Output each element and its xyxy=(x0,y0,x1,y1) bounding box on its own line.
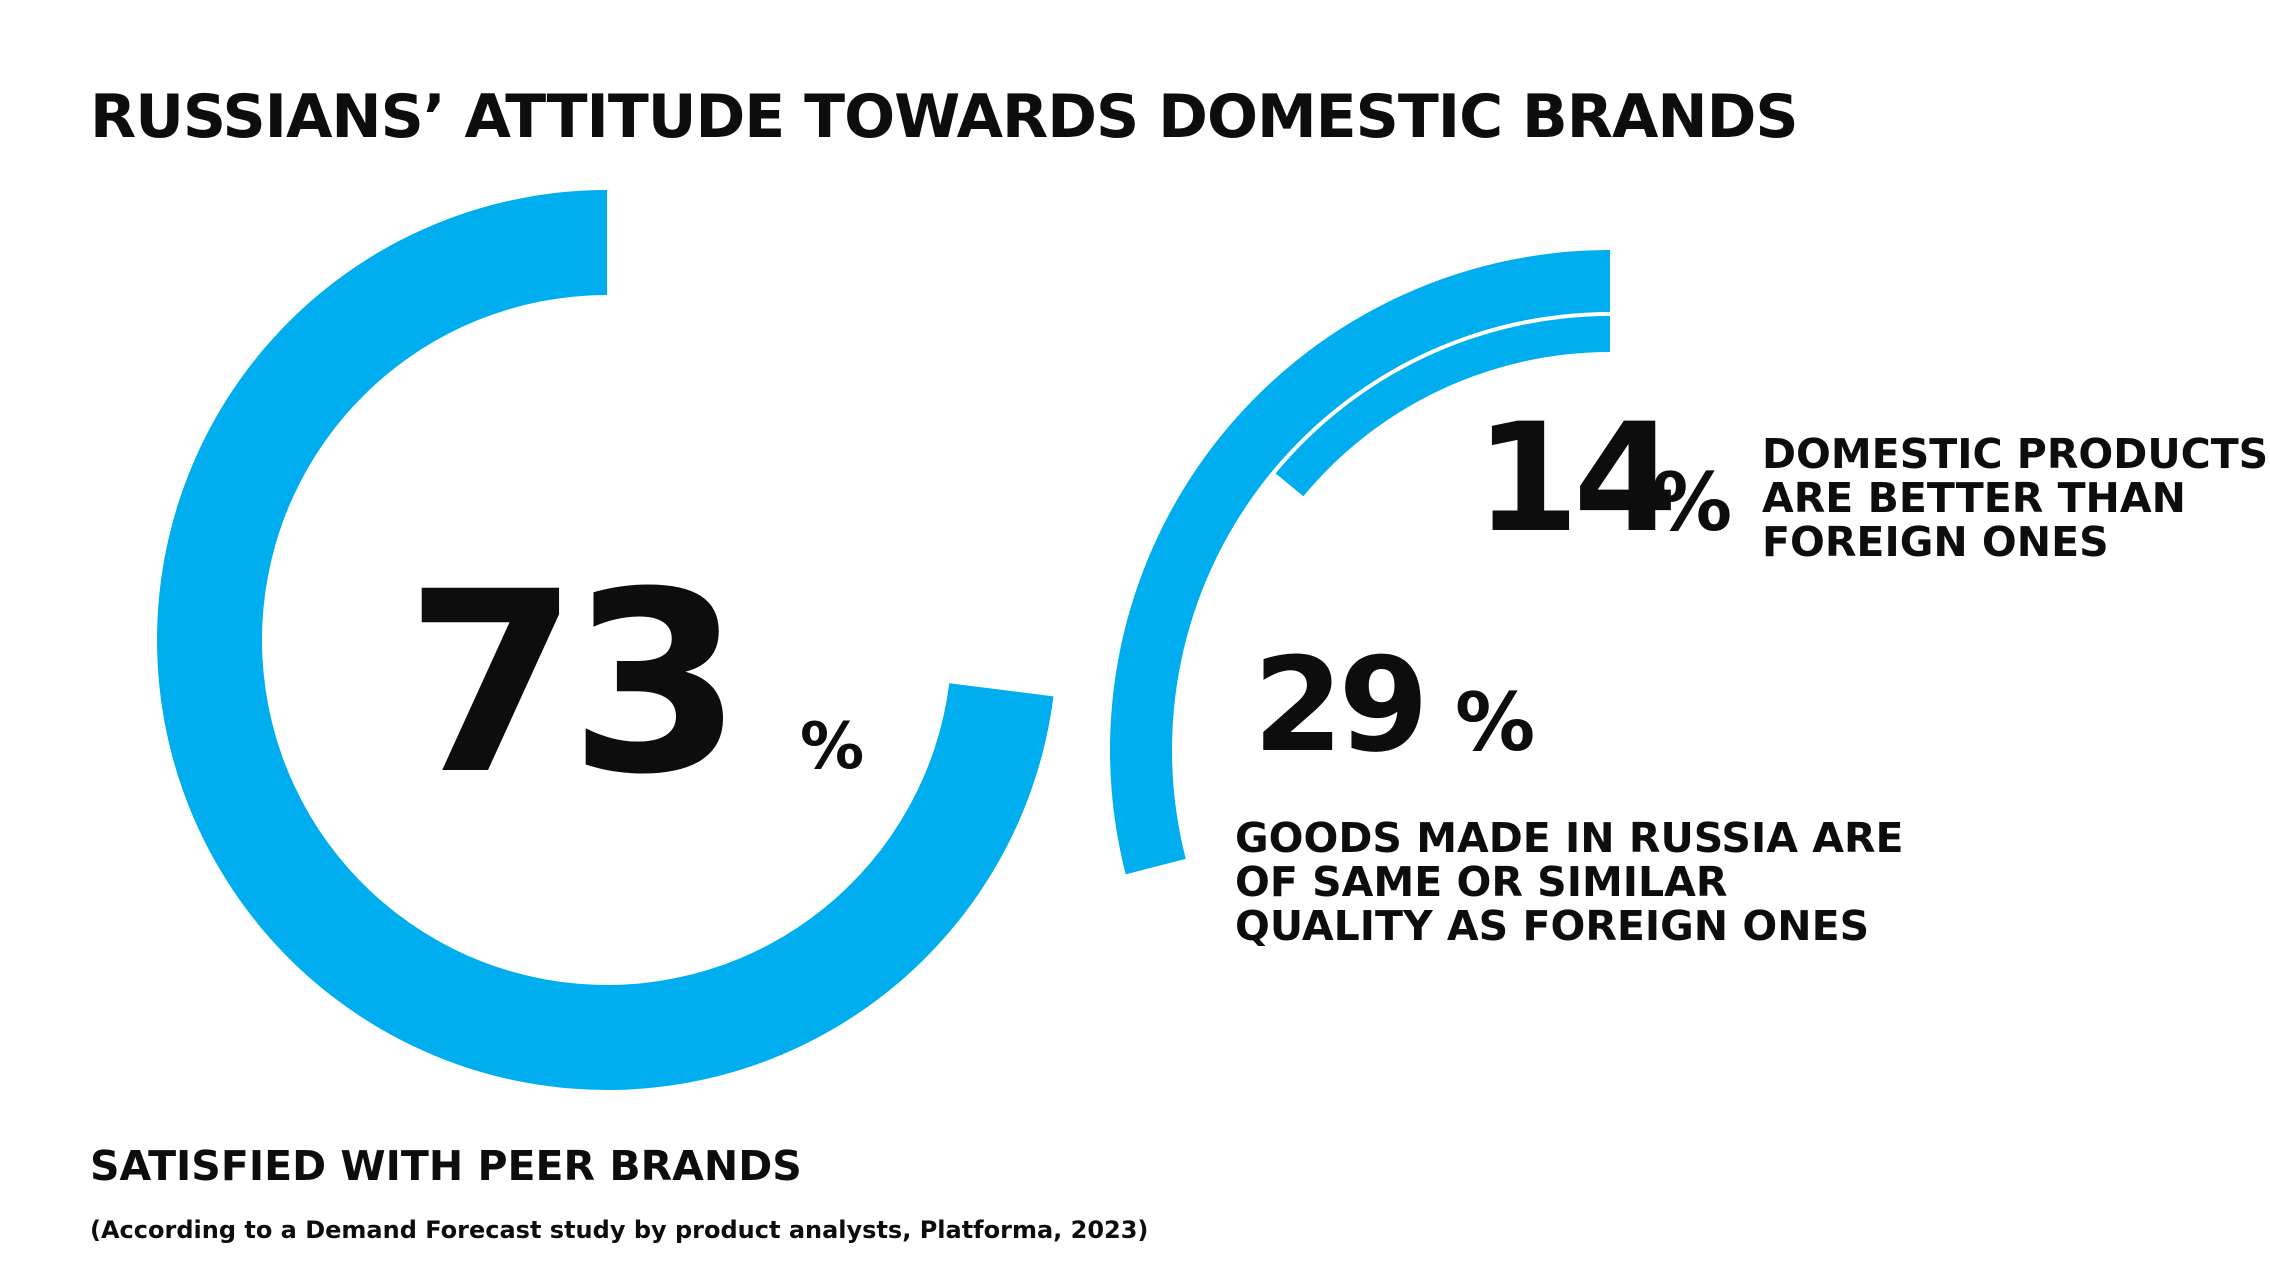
label-73: SATISFIED WITH PEER BRANDS xyxy=(90,1142,802,1190)
value-73-percent-sign: % xyxy=(800,710,864,784)
value-29: 29 xyxy=(1253,629,1424,781)
chart-title: RUSSIANS’ ATTITUDE TOWARDS DOMESTIC BRAN… xyxy=(90,82,1798,152)
label-29-line-2: OF SAME OR SIMILAR xyxy=(1235,858,1727,906)
label-29-line-3: QUALITY AS FOREIGN ONES xyxy=(1235,902,1869,950)
label-14-line-1: DOMESTIC PRODUCTS xyxy=(1762,430,2268,478)
arc-29-percent xyxy=(1110,250,1610,875)
value-73: 73 xyxy=(405,538,733,829)
value-29-percent-sign: % xyxy=(1455,676,1535,769)
value-14-percent-sign: % xyxy=(1652,456,1732,549)
arc-14-percent xyxy=(1275,316,1610,497)
label-14-line-2: ARE BETTER THAN xyxy=(1762,474,2186,522)
source-note: (According to a Demand Forecast study by… xyxy=(90,1216,1148,1244)
value-14: 14 xyxy=(1475,392,1672,566)
label-29-line-1: GOODS MADE IN RUSSIA ARE xyxy=(1235,814,1904,862)
label-14-line-3: FOREIGN ONES xyxy=(1762,518,2109,566)
